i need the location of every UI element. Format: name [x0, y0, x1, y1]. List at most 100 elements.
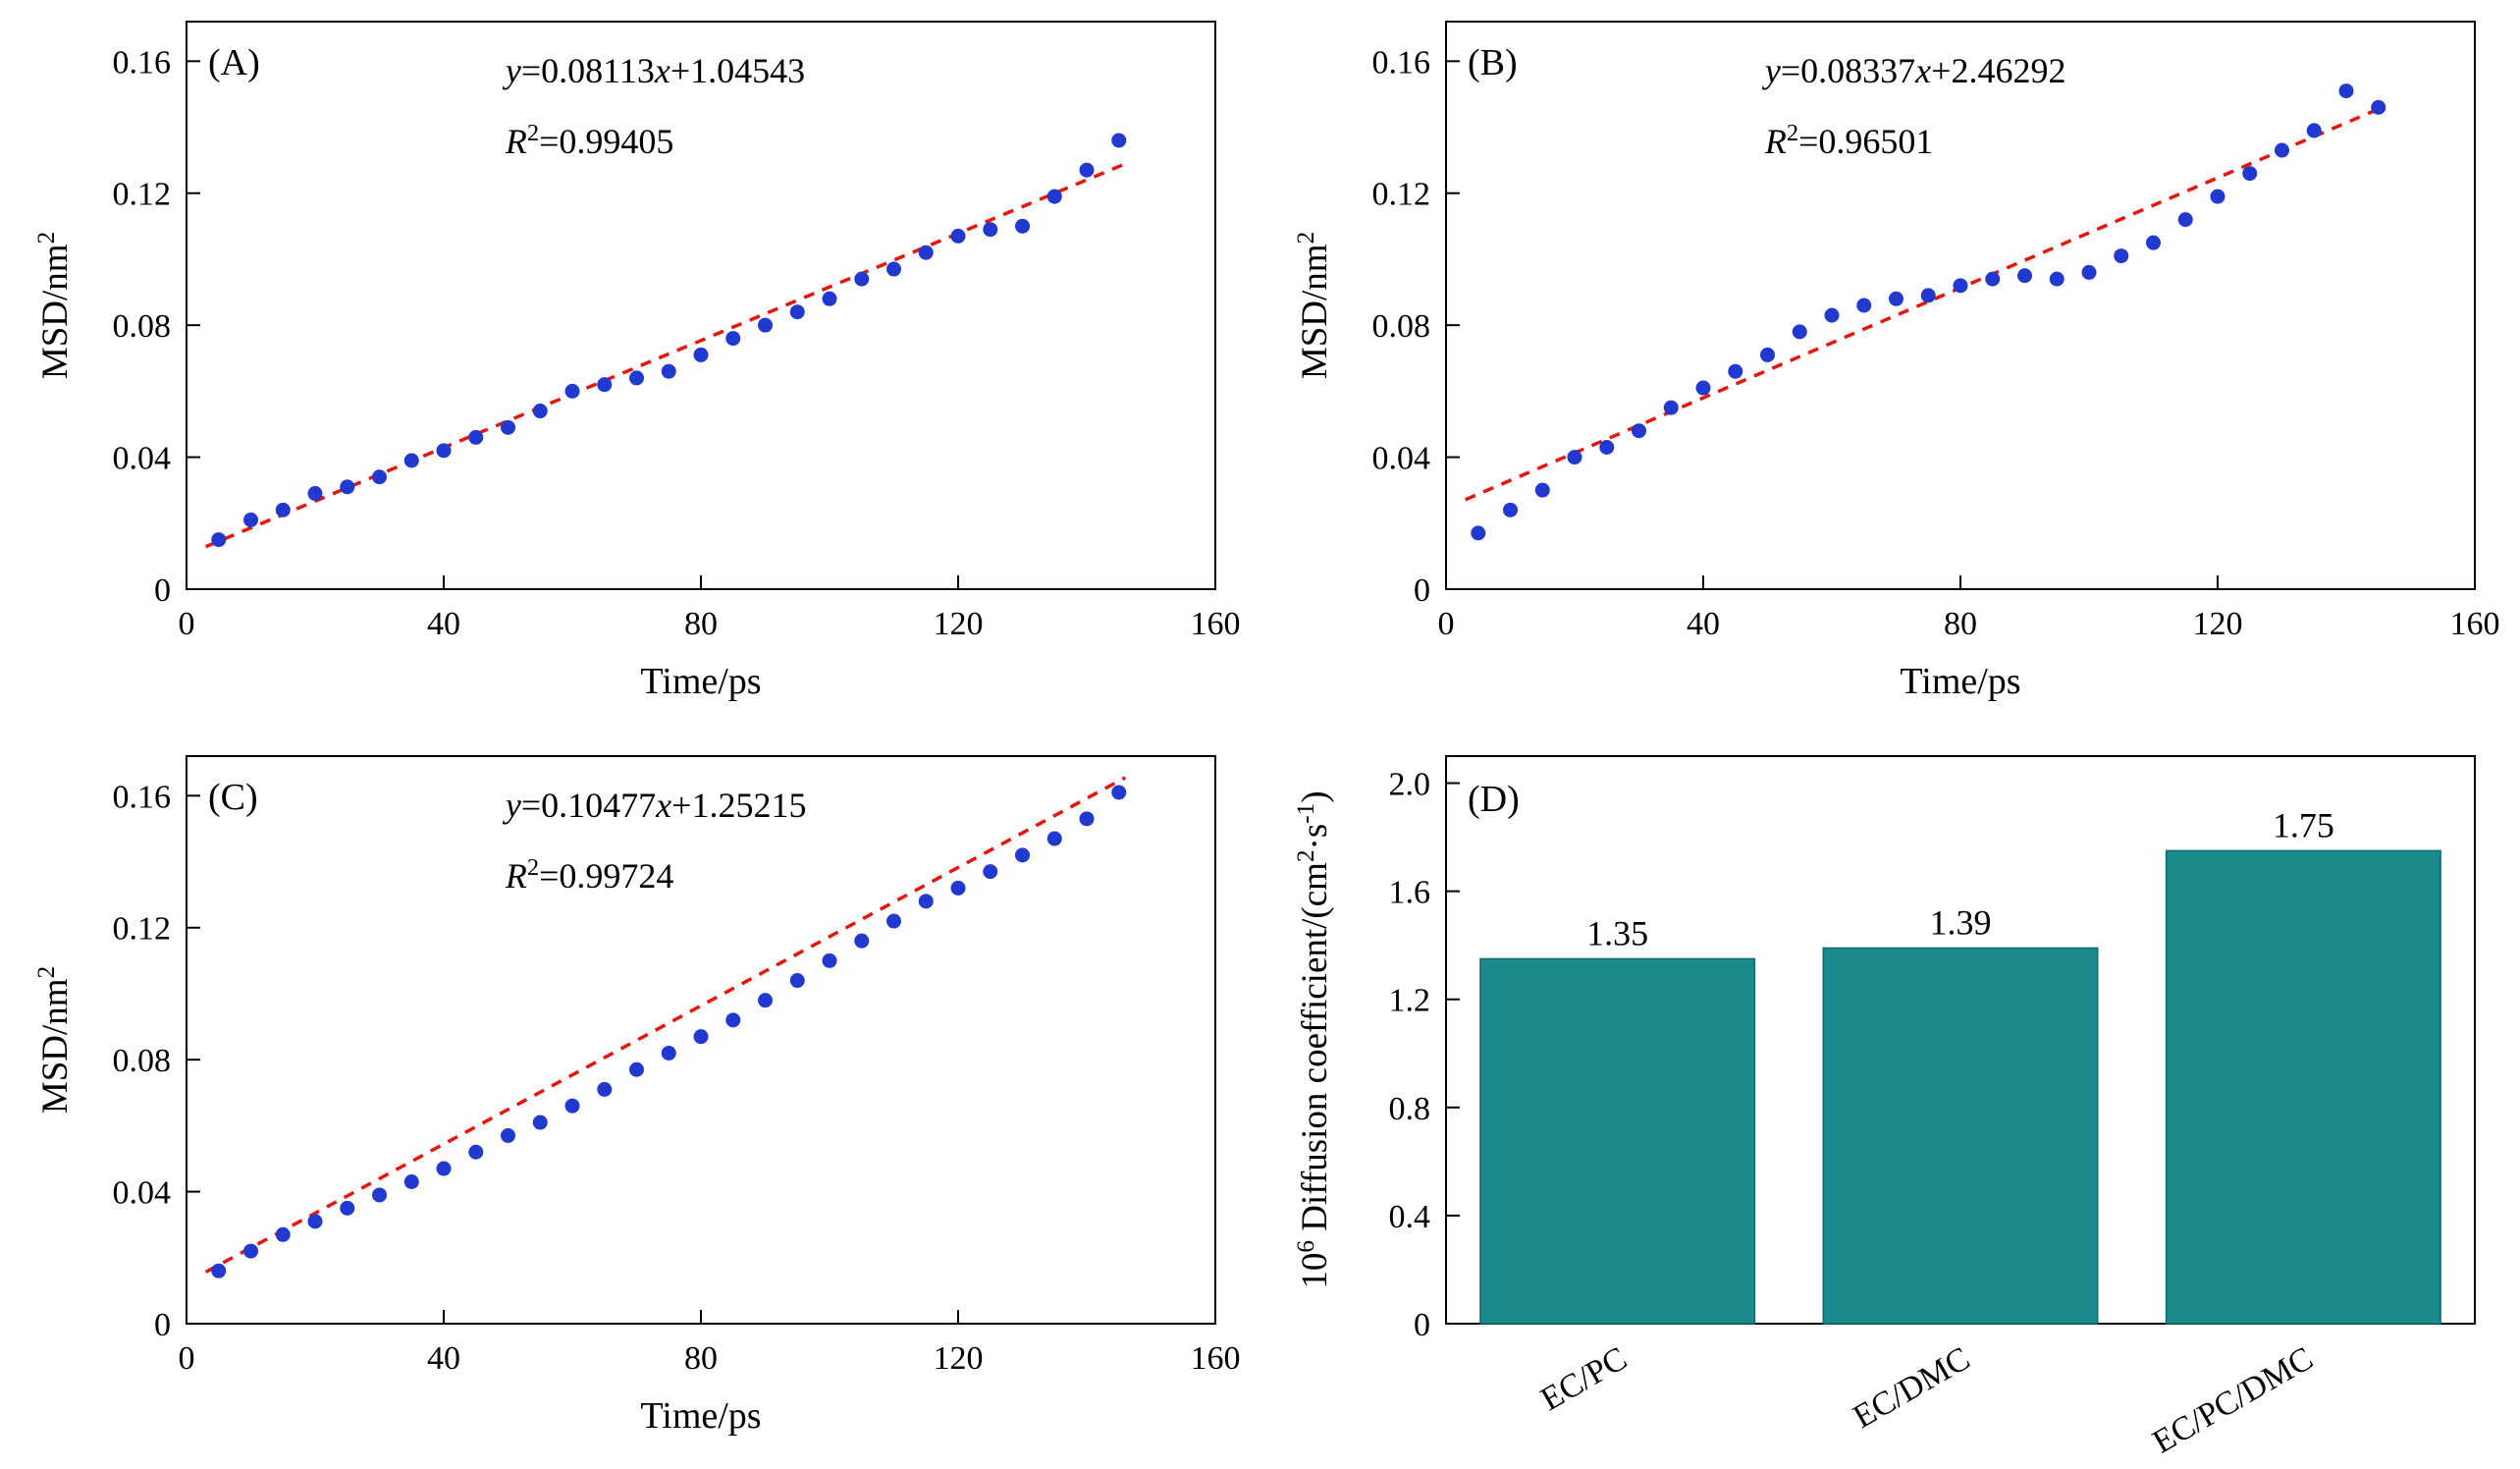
y-tick-label: 0.04: [113, 1175, 172, 1212]
y-tick-label: 2.0: [1389, 767, 1431, 803]
data-point: [307, 1214, 323, 1229]
fit-line: [1464, 104, 2386, 502]
data-point: [1567, 450, 1582, 465]
data-point: [564, 383, 580, 399]
data-point: [275, 1226, 291, 1242]
fit-equation: y=0.10477x+1.25215: [503, 786, 807, 825]
data-point: [661, 363, 676, 379]
data-point: [2017, 268, 2032, 284]
data-point: [2146, 235, 2161, 250]
panel-label: (D): [1468, 779, 1520, 820]
data-point: [1599, 440, 1615, 455]
y-tick-label: 0.4: [1389, 1199, 1431, 1235]
y-axis-label: MSD/nm2: [33, 232, 76, 379]
data-point: [1111, 133, 1127, 148]
bar-category-label: EC/PC/DMC: [2147, 1340, 2320, 1461]
data-point: [1824, 307, 1840, 323]
x-tick-label: 40: [427, 1340, 460, 1377]
y-axis-label: MSD/nm2: [33, 966, 76, 1114]
data-point: [661, 1045, 676, 1061]
data-point: [789, 973, 805, 989]
data-point: [1471, 525, 1486, 541]
data-point: [2114, 248, 2129, 264]
y-tick-label: 0.8: [1389, 1091, 1431, 1127]
data-point: [275, 502, 291, 517]
data-point: [983, 864, 998, 880]
data-point: [693, 347, 709, 362]
data-point: [1920, 288, 1936, 303]
y-tick-label: 0.08: [113, 308, 172, 345]
data-point: [918, 245, 934, 260]
plot-frame: [1445, 21, 2476, 590]
data-point: [243, 1243, 258, 1259]
data-point: [211, 1263, 227, 1279]
data-point: [501, 419, 515, 435]
y-tick-label: 0.12: [113, 177, 172, 213]
panel-a-msd-chart: 0 0.04 0.08 0.12 0.16 MSD/nm2 0 40 80 120 160 Time/…: [0, 0, 1260, 734]
r-squared-value: R2=0.99405: [505, 120, 674, 161]
y-tick-label: 0: [154, 572, 171, 609]
data-point: [340, 479, 355, 495]
y-tick-label: 0.08: [1372, 308, 1431, 345]
data-point: [886, 913, 901, 929]
data-point: [1663, 400, 1679, 415]
y-tick-label: 0.16: [113, 44, 172, 81]
plot-frame: [186, 21, 1216, 590]
y-tick-label: 1.6: [1389, 875, 1431, 911]
data-point: [597, 377, 613, 393]
y-axis-label: 106 Diffusion coefficient/(cm2·s-1): [1293, 790, 1335, 1288]
data-point: [1503, 502, 1518, 517]
x-tick-label: 120: [934, 606, 984, 642]
data-point: [1079, 811, 1095, 827]
panel-label: (B): [1468, 42, 1518, 83]
x-tick-label: 120: [934, 1340, 984, 1377]
data-point: [854, 933, 870, 949]
x-tick-label: 160: [1191, 606, 1241, 642]
panel-label: (A): [208, 42, 260, 83]
data-point: [468, 429, 484, 445]
data-point: [532, 404, 548, 419]
panel-label: (C): [208, 777, 258, 818]
y-tick-label: 0.16: [1372, 44, 1431, 81]
bar-value-label: 1.75: [2273, 805, 2334, 844]
x-tick-label: 40: [427, 606, 460, 642]
data-point: [501, 1127, 515, 1143]
data-point: [950, 880, 966, 896]
data-point: [758, 317, 773, 333]
data-point: [403, 453, 419, 468]
data-point: [372, 1187, 387, 1203]
data-point: [2371, 99, 2386, 115]
data-point: [564, 1098, 580, 1114]
data-point: [854, 271, 870, 287]
bar: [1822, 947, 2099, 1325]
data-point: [468, 1144, 484, 1160]
data-point: [2177, 212, 2193, 228]
bar-value-label: 1.39: [1930, 902, 1992, 942]
x-tick-label: 0: [179, 1340, 195, 1377]
data-point: [822, 291, 837, 306]
x-axis-label: Time/ps: [640, 1395, 761, 1437]
data-point: [1015, 847, 1030, 863]
fit-equation: y=0.08113x+1.04543: [503, 51, 805, 90]
data-point: [1046, 831, 1062, 846]
data-point: [2242, 166, 2258, 182]
y-tick-label: 0.04: [113, 441, 172, 477]
data-point: [950, 228, 966, 244]
data-point: [2049, 271, 2064, 287]
data-point: [1760, 347, 1775, 362]
x-tick-label: 80: [684, 606, 718, 642]
data-point: [372, 469, 387, 485]
data-point: [1079, 162, 1095, 178]
data-point: [822, 952, 837, 968]
bar-value-label: 1.35: [1586, 913, 1648, 952]
data-point: [1985, 271, 2001, 287]
data-point: [1695, 380, 1711, 396]
y-tick-label: 0.04: [1372, 441, 1431, 477]
data-point: [789, 304, 805, 320]
r-squared-value: R2=0.96501: [1764, 120, 1934, 161]
data-point: [725, 1012, 741, 1028]
y-tick-label: 0.16: [113, 779, 172, 815]
data-point: [983, 222, 998, 238]
data-point: [307, 486, 323, 502]
